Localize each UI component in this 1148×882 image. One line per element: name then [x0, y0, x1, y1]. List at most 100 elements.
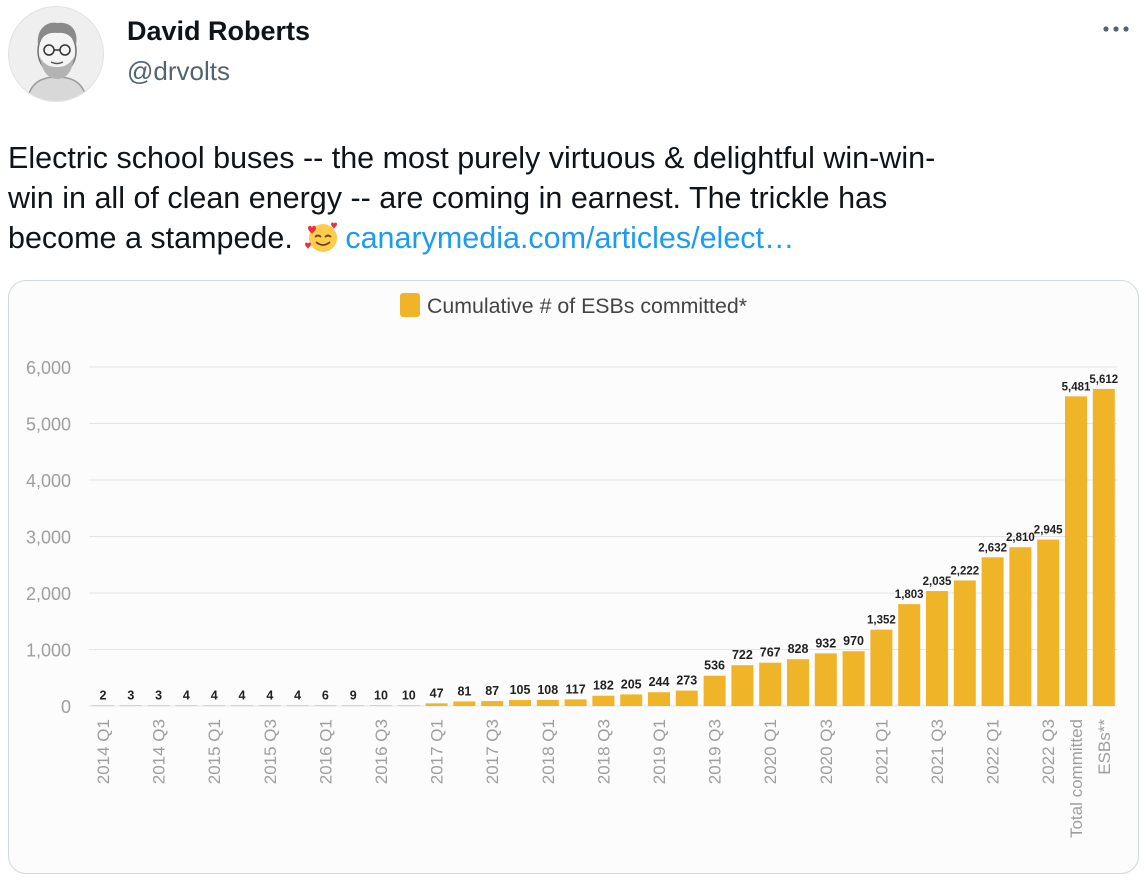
bar [1009, 547, 1032, 706]
data-label: 205 [621, 677, 642, 691]
bar [759, 662, 782, 706]
bar [203, 705, 226, 706]
y-tick-label: 1,000 [26, 641, 71, 661]
bar [592, 695, 615, 706]
data-label: 87 [485, 684, 499, 698]
bar [648, 692, 670, 706]
x-tick-label: 2018 Q3 [594, 719, 613, 784]
x-tick-label: 2014 Q3 [150, 719, 169, 784]
data-label: 1,803 [895, 589, 924, 601]
bar [536, 699, 559, 706]
data-label: 117 [566, 682, 586, 696]
data-label: 932 [815, 636, 836, 650]
bar [898, 604, 921, 706]
data-label: 10 [374, 688, 388, 702]
more-horizontal-icon [1103, 26, 1129, 32]
x-tick-label: 2014 Q1 [94, 719, 113, 784]
data-label: 81 [457, 684, 471, 698]
tweet-text-line: win in all of clean energy -- are coming… [8, 181, 888, 215]
data-label: 767 [760, 646, 781, 660]
x-tick-label: 2021 Q3 [928, 719, 947, 784]
avatar[interactable] [8, 6, 104, 102]
tweet-text-line: Electric school buses -- the most purely… [8, 141, 936, 175]
bar [1065, 396, 1087, 706]
legend-swatch [400, 293, 420, 317]
x-tick-label: 2021 Q1 [872, 719, 891, 784]
data-label: 4 [266, 688, 273, 702]
data-label: 828 [788, 642, 809, 656]
x-tick-label: 2022 Q3 [1039, 719, 1058, 784]
bar [675, 690, 698, 706]
more-options-button[interactable] [1096, 14, 1136, 50]
data-label: 3 [155, 688, 162, 702]
data-label: 6 [322, 688, 329, 702]
article-link[interactable]: canarymedia.com/articles/elect… [345, 221, 795, 255]
x-tick-label: ESBs** [1095, 719, 1114, 775]
data-label: 2,222 [950, 565, 979, 577]
bar [926, 591, 948, 706]
author-handle[interactable]: @drvolts [127, 56, 230, 86]
data-label: 2 [100, 688, 107, 702]
bar [425, 703, 448, 706]
bar [564, 699, 587, 706]
x-tick-label: 2015 Q1 [205, 719, 224, 784]
bar [620, 694, 643, 706]
y-tick-label: 4,000 [26, 471, 71, 491]
tweet-text-line: become a stampede. canarymedia.com/artic… [8, 218, 1128, 258]
x-tick-label: 2018 Q1 [539, 719, 558, 784]
x-tick-label: 2022 Q1 [984, 719, 1003, 784]
data-label: 108 [537, 683, 558, 697]
data-label: 2,035 [923, 576, 952, 588]
data-label: 244 [649, 675, 670, 689]
bar [453, 701, 476, 706]
data-label: 47 [430, 686, 444, 700]
bar [870, 629, 893, 706]
chart-image-card[interactable]: Cumulative # of ESBs committed* 0 1,000 2,0… [8, 280, 1139, 874]
author-name[interactable]: David Roberts [127, 16, 311, 46]
bar [814, 653, 837, 706]
data-label: 273 [676, 674, 697, 688]
bar [119, 705, 142, 706]
x-tick-label: 2017 Q3 [483, 719, 502, 784]
bar [258, 705, 281, 706]
x-tick-label: 2019 Q3 [706, 719, 725, 784]
bar [314, 705, 337, 706]
data-label: 5,481 [1062, 381, 1091, 393]
data-label: 536 [704, 659, 725, 673]
x-tick-label: 2016 Q3 [372, 719, 391, 784]
bar [92, 705, 114, 706]
data-label: 105 [510, 683, 531, 697]
bar [703, 675, 726, 706]
data-label: 970 [843, 634, 864, 648]
data-label: 722 [732, 648, 753, 662]
data-label: 3 [127, 688, 134, 702]
bar [731, 665, 754, 706]
x-tick-label: 2019 Q1 [650, 719, 669, 784]
y-tick-label: 3,000 [26, 528, 71, 548]
esb-bar-chart: Cumulative # of ESBs committed* 0 1,000 2,0… [26, 293, 1118, 838]
bar [981, 557, 1004, 706]
data-label: 182 [593, 679, 614, 693]
bar [1037, 539, 1060, 706]
avatar-portrait-icon [9, 7, 103, 101]
x-tick-label: 2020 Q3 [817, 719, 836, 784]
bar [953, 580, 976, 706]
y-tick-label: 0 [61, 697, 71, 717]
x-tick-label: 2015 Q3 [261, 719, 280, 784]
tweet-text: Electric school buses -- the most purely… [8, 138, 1128, 258]
legend-label: Cumulative # of ESBs committed* [427, 295, 747, 318]
data-label: 4 [294, 688, 301, 702]
data-label: 5,612 [1089, 374, 1118, 386]
bar [787, 659, 809, 706]
x-tick-label: Total committed [1067, 719, 1086, 838]
bar [481, 701, 504, 706]
data-label: 2,632 [978, 542, 1007, 554]
x-tick-label: 2017 Q1 [428, 719, 447, 784]
bar [370, 705, 392, 706]
data-label: 4 [211, 688, 218, 702]
data-label: 2,945 [1034, 525, 1063, 537]
smiling-face-with-hearts-icon [305, 222, 338, 252]
bar [342, 705, 365, 706]
data-label: 4 [183, 688, 190, 702]
y-tick-label: 5,000 [26, 415, 71, 435]
